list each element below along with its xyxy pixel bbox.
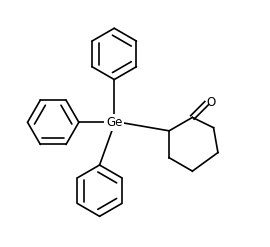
Text: O: O [206, 96, 215, 109]
Text: Ge: Ge [106, 116, 122, 129]
